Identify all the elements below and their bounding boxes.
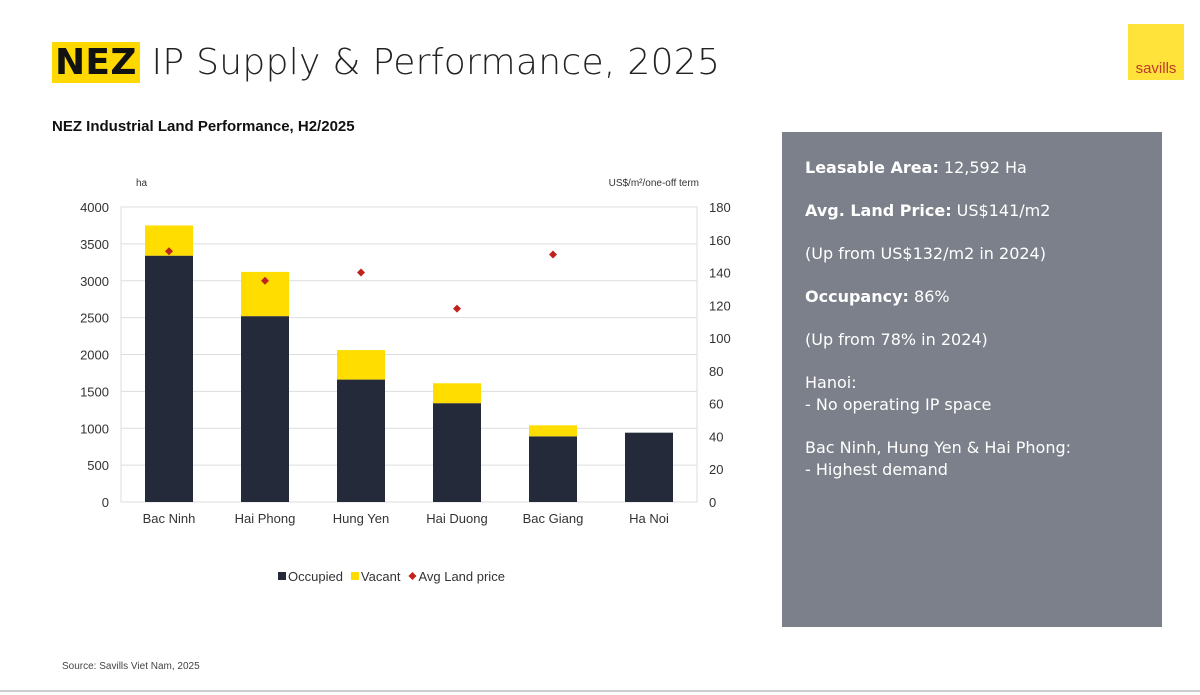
occupancy: Occupancy: 86% [805, 287, 950, 306]
bar-occupied [145, 255, 193, 502]
summary-panel: Leasable Area: 12,592 Ha Avg. Land Price… [782, 132, 1162, 627]
x-tick-label: Hai Duong [426, 511, 487, 526]
legend-swatch [278, 572, 286, 580]
price-marker [357, 268, 365, 277]
y2-axis-label: US$/m²/one-off term [609, 178, 699, 189]
y-tick-label: 3000 [80, 274, 109, 289]
demand-note: - Highest demand [805, 460, 948, 479]
y-tick-label: 2000 [80, 348, 109, 363]
legend-swatch [408, 572, 417, 580]
chart: 0 500 1000 1500 2000 2500 3000 3500 4000 0 20 40 60 8… [80, 178, 731, 584]
y2-tick-label: 80 [709, 364, 723, 379]
y-tick-label: 1500 [80, 384, 109, 399]
bar-vacant [529, 425, 577, 437]
price-marker [165, 247, 173, 256]
legend-label: Vacant [361, 569, 401, 584]
y-tick-label: 0 [102, 495, 109, 510]
bar-occupied [529, 436, 577, 502]
hanoi-label: Hanoi: [805, 373, 857, 392]
divider [0, 690, 1200, 692]
logo-text: savills [1135, 60, 1177, 77]
y2-tick-label: 0 [709, 495, 716, 510]
x-tick-label: Ha Noi [629, 511, 669, 526]
demand-label: Bac Ninh, Hung Yen & Hai Phong: [805, 438, 1071, 457]
legend-label: Occupied [288, 569, 343, 584]
bar-occupied [433, 403, 481, 502]
y-tick-label: 3500 [80, 237, 109, 252]
x-tick-label: Bac Ninh [143, 511, 196, 526]
avg-land-price: Avg. Land Price: US$141/m2 [805, 201, 1051, 220]
legend-label: Avg Land price [418, 569, 505, 584]
bar-vacant [433, 383, 481, 404]
bar-occupied [241, 316, 289, 502]
legend-swatch [350, 572, 359, 580]
price-marker [549, 250, 557, 259]
y2-tick-label: 180 [709, 200, 731, 215]
title-highlight: NEZ [52, 42, 140, 83]
title-text: IP Supply & Performance, 2025 [139, 42, 721, 83]
y-tick-label: 500 [87, 458, 109, 473]
hanoi-note: - No operating IP space [805, 395, 992, 414]
page-title: NEZ IP Supply & Performance, 2025 [52, 42, 720, 83]
y-tick-label: 2500 [80, 311, 109, 326]
y-axis-label: ha [136, 178, 148, 189]
x-tick-label: Hung Yen [333, 511, 389, 526]
bar-occupied [625, 432, 673, 502]
y2-tick-label: 160 [709, 233, 731, 248]
y-tick-label: 1000 [80, 421, 109, 436]
x-tick-label: Hai Phong [235, 511, 296, 526]
occupancy-change: (Up from 78% in 2024) [805, 330, 988, 349]
chart-title: NEZ Industrial Land Performance, H2/2025 [52, 118, 355, 135]
bar-occupied [337, 379, 385, 502]
y2-tick-label: 60 [709, 397, 723, 412]
price-marker [453, 304, 461, 313]
y2-tick-label: 140 [709, 266, 731, 281]
price-marker [261, 276, 269, 285]
y2-tick-label: 20 [709, 462, 723, 477]
source-note: Source: Savills Viet Nam, 2025 [62, 661, 200, 672]
y2-tick-label: 40 [709, 429, 723, 444]
price-change: (Up from US$132/m2 in 2024) [805, 244, 1046, 263]
bar-vacant [337, 350, 385, 380]
y2-tick-label: 120 [709, 298, 731, 313]
x-tick-label: Bac Giang [523, 511, 584, 526]
y-tick-label: 4000 [80, 200, 109, 215]
savills-logo: savills [1128, 24, 1184, 80]
y2-tick-label: 100 [709, 331, 731, 346]
leasable-area: Leasable Area: 12,592 Ha [805, 158, 1027, 177]
